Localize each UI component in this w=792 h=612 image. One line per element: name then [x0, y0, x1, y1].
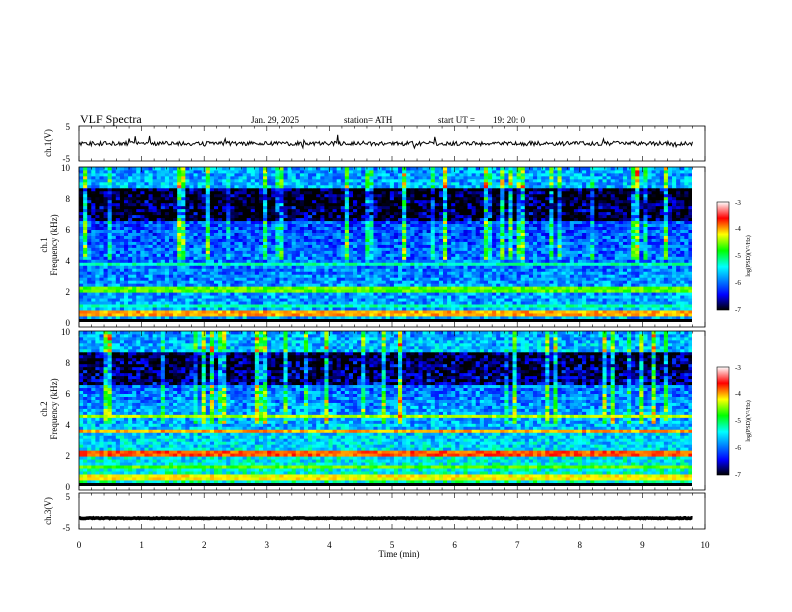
time-tick-7: 7 — [515, 540, 520, 550]
time-tick-4: 4 — [327, 540, 332, 550]
ch1-cb-tick-5: -5 — [735, 252, 741, 260]
ch2-freq-tick-2: 2 — [66, 451, 71, 461]
ch3-waveform-trace — [79, 515, 693, 521]
time-tick-9: 9 — [640, 540, 645, 550]
ch1-waveform-trace — [78, 134, 693, 150]
time-axis-label: Time (min) — [379, 549, 420, 559]
ch2-cb-tick-3: -3 — [735, 364, 741, 372]
ch2-colorbar-scale — [716, 366, 730, 476]
ch2-cb-tick-6: -6 — [735, 444, 741, 452]
ch1-colorbar-scale — [716, 201, 730, 311]
ch3-waveform-panel: 5 -5 ch.3(V) — [43, 492, 706, 533]
ch1-ytick-bottom: -5 — [63, 154, 71, 164]
ch1-freq-tick-8: 8 — [66, 194, 71, 204]
time-tick-5: 5 — [390, 540, 395, 550]
time-axis: 0 1 2 3 4 5 6 7 8 9 10 — [77, 540, 710, 550]
ch1-freq-tick-0: 0 — [66, 318, 71, 328]
ch1-frequency-ticklabels: 0 2 4 6 8 10 — [61, 163, 71, 328]
ch2-freq-tick-10: 10 — [61, 327, 71, 337]
ch1-spectrogram-image — [79, 167, 692, 322]
ch3-ytick-top: 5 — [66, 492, 71, 502]
ch2-spectrogram-ticks — [78, 331, 706, 490]
time-tick-1: 1 — [139, 540, 144, 550]
ch1-freq-tick-10: 10 — [61, 163, 71, 173]
ch2-cb-tick-4: -4 — [735, 390, 741, 398]
ch2-frequency-ticklabels: 0 2 4 6 8 10 — [61, 327, 71, 492]
ch1-cb-tick-7: -7 — [735, 306, 741, 314]
ch2-freq-tick-8: 8 — [66, 358, 71, 368]
ch1-spectrogram-ticks — [78, 167, 706, 327]
ch3-waveform-ticks — [78, 493, 706, 529]
ch1-freq-tick-4: 4 — [66, 256, 71, 266]
ch2-freq-tick-4: 4 — [66, 420, 71, 430]
ch1-waveform-ticks — [78, 126, 706, 161]
station-label: station= ATH — [344, 115, 393, 125]
ch1-freq-ylabel-channel: ch.1Frequency (kHz) — [39, 214, 59, 275]
ch2-cb-tick-5: -5 — [735, 417, 741, 425]
ch2-freq-tick-6: 6 — [66, 389, 71, 399]
ch2-colorbar: -3 -4 -5 -6 -7 log(PSD)(V²/Hz) — [716, 364, 752, 479]
start-time: 19: 20: 0 — [493, 115, 526, 125]
ch3-waveform-frame — [78, 492, 706, 530]
ch1-freq-tick-6: 6 — [66, 225, 71, 235]
time-tick-3: 3 — [265, 540, 270, 550]
ch1-freq-tick-2: 2 — [66, 287, 71, 297]
ch1-spectrogram-panel: 0 2 4 6 8 10 ch.1Frequency (kHz) — [39, 163, 706, 328]
date-label: Jan. 29, 2025 — [251, 115, 299, 125]
ch2-spectrogram-panel: 0 2 4 6 8 10 ch.2Frequency (kHz) — [39, 327, 706, 492]
ch1-colorbar-label: log(PSD)(V²/Hz) — [745, 235, 752, 276]
ch1-cb-tick-6: -6 — [735, 279, 741, 287]
start-label: start UT = — [438, 115, 475, 125]
time-tick-2: 2 — [202, 540, 207, 550]
ch1-cb-tick-4: -4 — [735, 225, 741, 233]
ch2-freq-tick-0: 0 — [66, 482, 71, 492]
ch1-cb-tick-3: -3 — [735, 199, 741, 207]
ch3-ylabel: ch.3(V) — [43, 497, 53, 525]
ch1-colorbar: -3 -4 -5 -6 -7 log(PSD)(V²/Hz) — [716, 199, 752, 314]
ch2-cb-tick-7: -7 — [735, 471, 741, 479]
ch2-colorbar-label: log(PSD)(V²/Hz) — [745, 400, 752, 441]
ch2-spectrogram-image — [79, 331, 692, 486]
time-tick-0: 0 — [77, 540, 82, 550]
ch1-ylabel: ch.1(V) — [43, 129, 53, 157]
time-tick-8: 8 — [578, 540, 583, 550]
ch2-freq-ylabel: ch.2Frequency (kHz) — [39, 378, 59, 439]
ch3-ytick-bottom: -5 — [63, 523, 71, 533]
figure-title: VLF Spectra — [80, 112, 142, 126]
time-tick-6: 6 — [452, 540, 457, 550]
ch1-waveform-panel: 5 -5 ch.1(V) — [43, 122, 706, 164]
time-tick-10: 10 — [701, 540, 711, 550]
ch1-ytick-top: 5 — [66, 122, 71, 132]
